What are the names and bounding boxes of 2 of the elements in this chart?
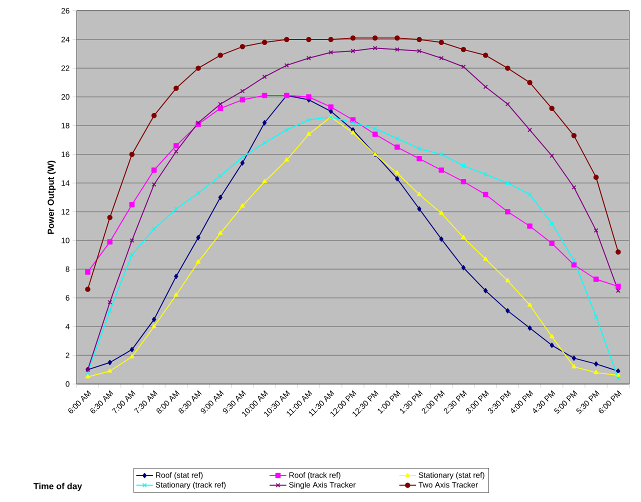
text: Time of day	[34, 483, 82, 492]
y-axis-title: Power Output (W)	[47, 160, 56, 234]
